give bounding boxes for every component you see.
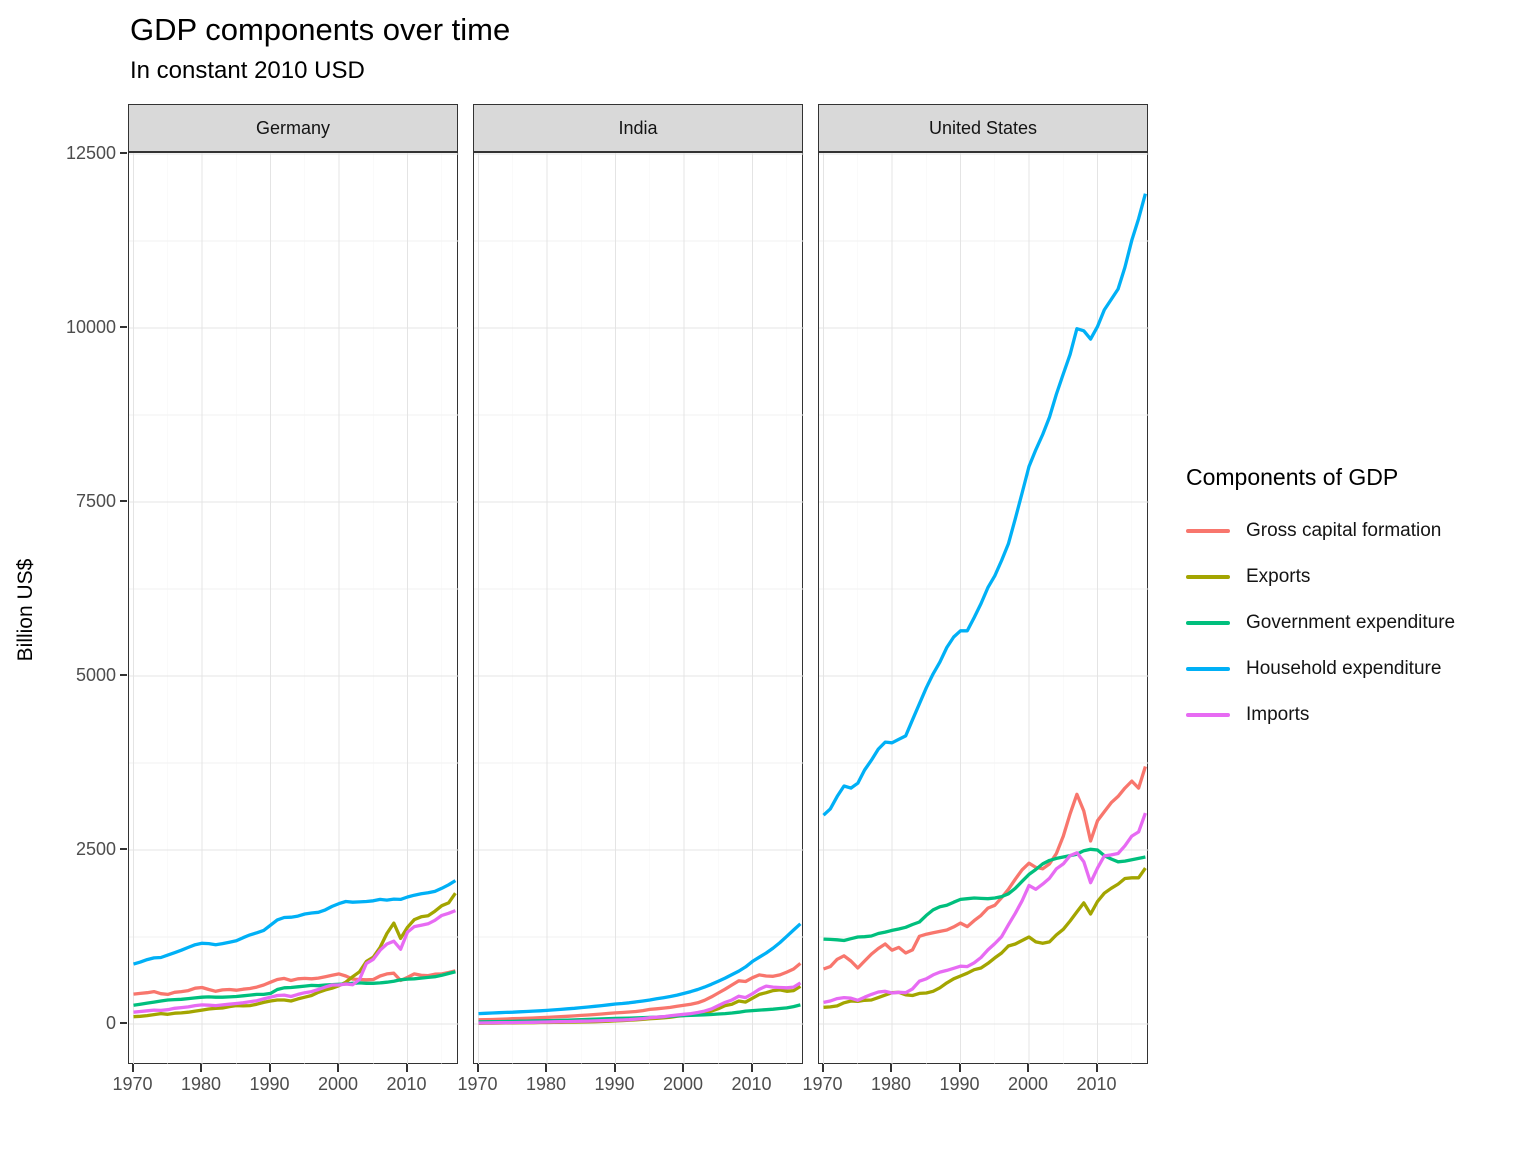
y-tick-mark bbox=[120, 152, 127, 154]
y-tick-label: 0 bbox=[105, 1013, 116, 1033]
series-line-gross-capital-formation bbox=[822, 766, 1147, 971]
x-tick-mark bbox=[750, 1064, 753, 1072]
facet-strip-germany: Germany bbox=[128, 104, 458, 152]
y-tick-label: 7500 bbox=[75, 491, 116, 511]
legend-items: Gross capital formation Exports Government… bbox=[1186, 520, 1531, 725]
x-tick-mark bbox=[613, 1064, 616, 1072]
series-line-household-expenditure bbox=[133, 879, 457, 966]
legend-title: Components of GDP bbox=[1186, 464, 1399, 490]
x-tick-mark bbox=[545, 1064, 547, 1072]
x-tick-mark bbox=[890, 1064, 892, 1072]
x-tick-label: 1990 bbox=[939, 1074, 980, 1094]
y-tick-mark bbox=[120, 500, 127, 502]
series-line-imports bbox=[823, 812, 1147, 1005]
legend-item-label: Imports bbox=[1246, 704, 1310, 725]
series-line-exports bbox=[823, 867, 1147, 1009]
legend-item-household-expenditure: Household expenditure bbox=[1186, 658, 1531, 679]
series-line-exports bbox=[133, 892, 457, 1019]
x-tick-mark bbox=[958, 1064, 961, 1072]
series-line-household-expenditure bbox=[822, 193, 1147, 817]
legend-item-imports: Imports bbox=[1186, 704, 1531, 725]
legend-key-line-icon bbox=[1186, 712, 1230, 718]
x-tick-label: 1990 bbox=[249, 1074, 290, 1094]
y-tick-label: 10000 bbox=[65, 317, 116, 337]
chart-title: GDP components over time bbox=[130, 12, 511, 47]
x-tick-mark bbox=[131, 1064, 134, 1072]
facet-plot-area-india bbox=[474, 153, 804, 1065]
legend-item-label: Government expenditure bbox=[1246, 612, 1456, 633]
series-line-household-expenditure bbox=[478, 922, 802, 1016]
y-tick-label: 5000 bbox=[75, 665, 116, 685]
legend-item-label: Household expenditure bbox=[1246, 658, 1442, 679]
series-line-government-expenditure bbox=[823, 847, 1146, 943]
x-tick-mark bbox=[1095, 1064, 1098, 1072]
facet-strip-united-states: United States bbox=[818, 104, 1148, 152]
y-tick-mark bbox=[120, 326, 127, 328]
series-line-government-expenditure bbox=[133, 970, 456, 1007]
series-line-imports bbox=[133, 909, 457, 1014]
x-tick-mark bbox=[682, 1064, 684, 1072]
x-tick-label: 1980 bbox=[870, 1074, 912, 1094]
legend-item-gross-capital-formation: Gross capital formation bbox=[1186, 520, 1531, 541]
x-tick-mark bbox=[821, 1064, 824, 1072]
x-tick-mark bbox=[476, 1064, 479, 1072]
series-line-imports bbox=[478, 981, 802, 1025]
y-tick-mark bbox=[120, 848, 127, 850]
legend-item-exports: Exports bbox=[1186, 566, 1531, 587]
legend-key-line-icon bbox=[1186, 620, 1230, 626]
x-tick-mark bbox=[405, 1064, 408, 1072]
x-tick-label: 2010 bbox=[386, 1074, 427, 1094]
legend-key-line-icon bbox=[1186, 574, 1230, 580]
facet-panel-united-states bbox=[818, 152, 1149, 1065]
y-tick-mark bbox=[120, 1022, 127, 1024]
facet-plot-area-germany bbox=[129, 153, 459, 1065]
y-tick-label: 12500 bbox=[65, 143, 116, 163]
x-tick-label: 1970 bbox=[112, 1074, 153, 1094]
facet-panel-india bbox=[473, 152, 804, 1065]
legend-key-line-icon bbox=[1186, 528, 1230, 534]
x-tick-label: 2000 bbox=[662, 1074, 704, 1094]
legend-item-label: Exports bbox=[1246, 566, 1311, 587]
y-tick-mark bbox=[120, 674, 127, 676]
series-line-gross-capital-formation bbox=[478, 962, 802, 1022]
legend: Components of GDP Gross capital formatio… bbox=[1186, 464, 1531, 751]
x-tick-label: 1990 bbox=[594, 1074, 635, 1094]
x-tick-label: 1970 bbox=[457, 1074, 498, 1094]
facet-plot-area-united-states bbox=[819, 153, 1149, 1065]
legend-item-government-expenditure: Government expenditure bbox=[1186, 612, 1531, 633]
x-tick-mark bbox=[337, 1064, 339, 1072]
facet-panel-germany bbox=[128, 152, 459, 1065]
legend-key-line-icon bbox=[1186, 666, 1230, 672]
facet-strip-india: India bbox=[473, 104, 803, 152]
x-tick-label: 2010 bbox=[731, 1074, 772, 1094]
x-tick-label: 2000 bbox=[1007, 1074, 1049, 1094]
x-tick-label: 1980 bbox=[525, 1074, 567, 1094]
x-tick-label: 2000 bbox=[317, 1074, 359, 1094]
y-axis-title: Billion US$ bbox=[14, 558, 37, 662]
x-tick-mark bbox=[1027, 1064, 1029, 1072]
y-tick-label: 2500 bbox=[75, 839, 116, 859]
x-tick-mark bbox=[200, 1064, 202, 1072]
legend-item-label: Gross capital formation bbox=[1246, 520, 1442, 541]
x-tick-label: 2010 bbox=[1076, 1074, 1117, 1094]
x-tick-label: 1970 bbox=[802, 1074, 843, 1094]
x-tick-label: 1980 bbox=[180, 1074, 222, 1094]
chart-subtitle: In constant 2010 USD bbox=[130, 57, 365, 84]
x-tick-mark bbox=[268, 1064, 271, 1072]
